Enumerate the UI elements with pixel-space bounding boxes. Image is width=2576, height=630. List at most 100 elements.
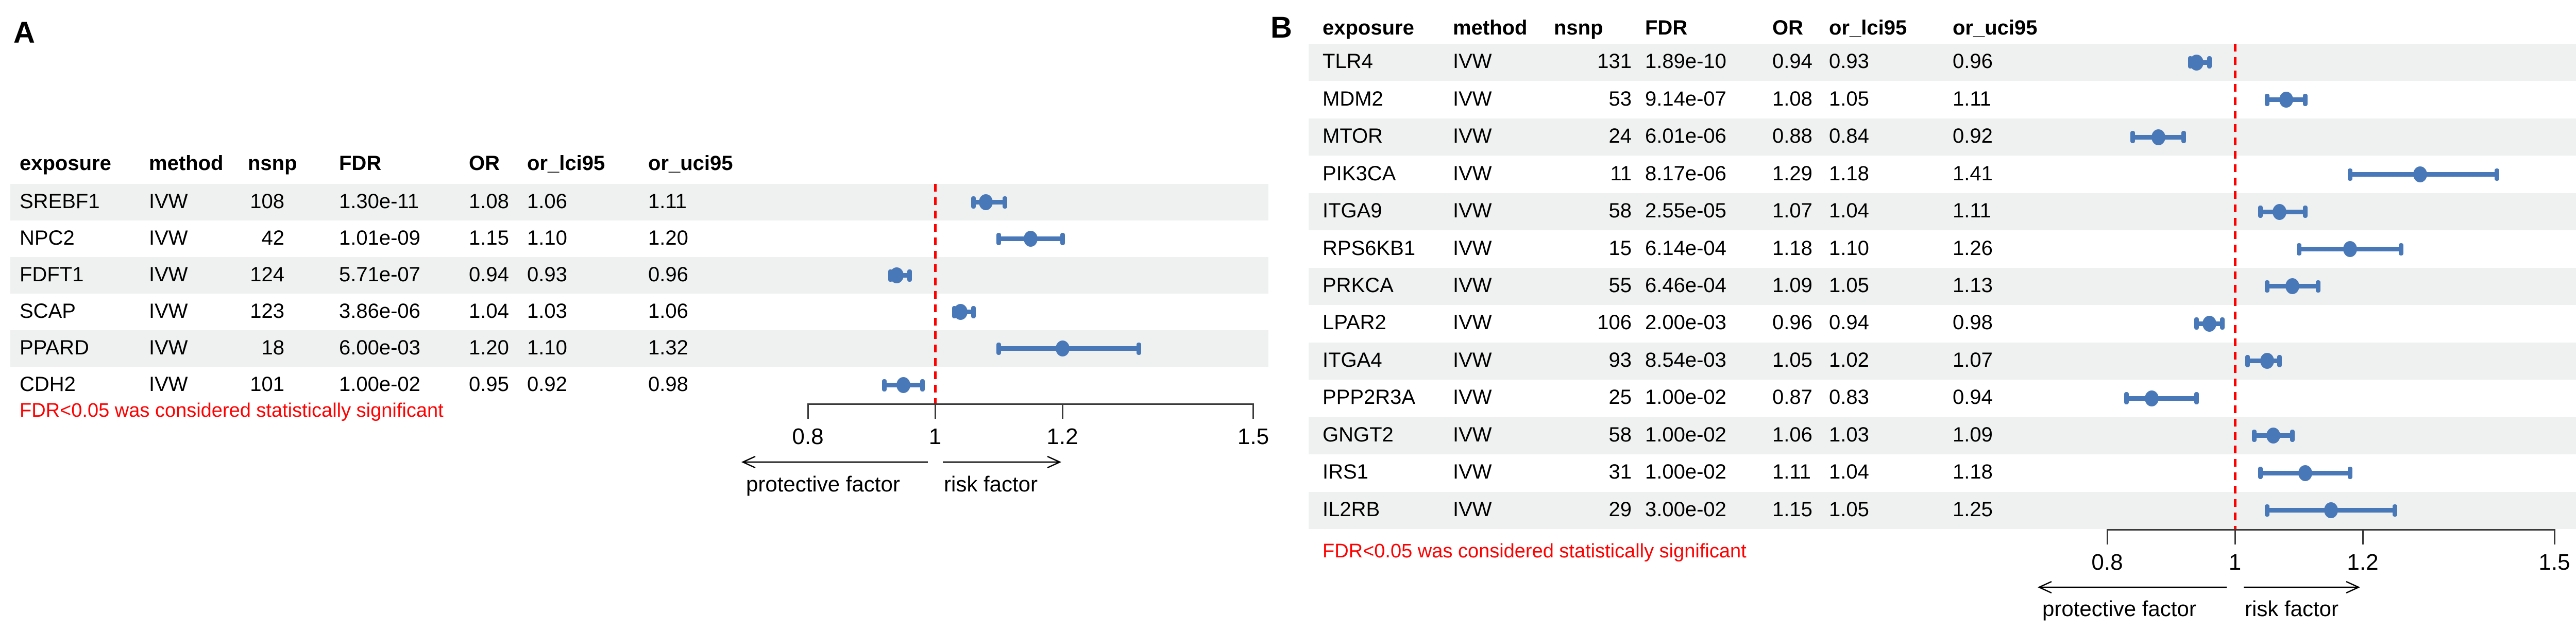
cell-nsnp: 106 (1597, 311, 1632, 334)
cell-exposure: PPARD (20, 336, 89, 359)
cell-or: 1.29 (1772, 162, 1812, 185)
cell-or-lci95: 1.18 (1829, 162, 1869, 185)
or-point (2285, 278, 2300, 295)
protective-factor-arrow (741, 455, 928, 469)
cell-exposure: FDFT1 (20, 263, 84, 286)
cell-exposure: PIK3CA (1323, 162, 1396, 185)
or-point (2202, 315, 2216, 332)
or-point (979, 194, 993, 210)
cell-fdr: 2.00e-03 (1645, 311, 1726, 334)
cell-method: IVW (1453, 348, 1492, 371)
cell-method: IVW (1453, 162, 1492, 185)
cell-method: IVW (149, 190, 188, 213)
cell-method: IVW (1453, 199, 1492, 223)
cell-fdr: 2.55e-05 (1645, 199, 1726, 223)
cell-fdr: 1.00e-02 (1645, 423, 1726, 446)
cell-or-uci95: 0.96 (1953, 50, 1993, 73)
cell-or: 1.11 (1772, 461, 1811, 484)
column-header-or_lci95: or_lci95 (1829, 16, 1907, 39)
table-row-band-b (1309, 417, 2576, 455)
cell-or-uci95: 1.07 (1953, 348, 1993, 371)
cell-or: 1.18 (1772, 236, 1812, 260)
or-point (2413, 166, 2428, 183)
cell-or: 1.07 (1772, 199, 1812, 223)
cell-nsnp: 25 (1608, 386, 1632, 409)
cell-or-uci95: 1.32 (648, 336, 688, 359)
cell-exposure: PRKCA (1323, 274, 1394, 297)
cell-or-lci95: 1.03 (1829, 423, 1869, 446)
cell-or-uci95: 1.13 (1953, 274, 1993, 297)
or-point (953, 304, 968, 320)
cell-or-lci95: 0.84 (1829, 125, 1869, 148)
x-axis-tick-label: 1 (2228, 550, 2242, 575)
cell-nsnp: 58 (1608, 423, 1632, 446)
cell-or-lci95: 1.05 (1829, 498, 1869, 521)
cell-method: IVW (1453, 386, 1492, 409)
column-header-or: OR (1772, 16, 1803, 39)
cell-or: 0.94 (469, 263, 509, 286)
cell-or: 1.20 (469, 336, 509, 359)
ci-cap-upper (920, 379, 925, 391)
ci-cap-lower (996, 342, 1001, 355)
or-point (1023, 231, 1038, 247)
column-header-or_uci95: or_uci95 (1953, 16, 2038, 39)
cell-exposure: IRS1 (1323, 461, 1368, 484)
cell-or-uci95: 1.20 (648, 226, 688, 249)
x-axis-tick (934, 403, 936, 419)
cell-exposure: PPP2R3A (1323, 386, 1416, 409)
table-row-band-b (1309, 193, 2576, 231)
x-axis-tick (1252, 403, 1254, 419)
cell-exposure: NPC2 (20, 226, 75, 249)
ci-cap-lower (2245, 354, 2250, 367)
or-point (2190, 54, 2204, 71)
protective-factor-label: protective factor (746, 472, 900, 496)
cell-or: 1.06 (1772, 423, 1812, 446)
cell-fdr: 3.86e-06 (339, 299, 420, 322)
cell-or-uci95: 1.26 (1953, 236, 1993, 260)
cell-or: 0.87 (1772, 386, 1812, 409)
x-axis-tick-label: 1.5 (1237, 424, 1269, 449)
cell-method: IVW (1453, 125, 1492, 148)
or-point (2279, 92, 2293, 108)
cell-nsnp: 31 (1608, 461, 1632, 484)
x-axis-tick-label: 0.8 (792, 424, 824, 449)
x-axis-tick (1061, 403, 1063, 419)
cell-nsnp: 11 (1610, 162, 1632, 185)
cell-or-uci95: 1.11 (1953, 87, 1991, 110)
ci-cap-upper (907, 269, 912, 282)
cell-exposure: MDM2 (1323, 87, 1383, 110)
x-axis-line (808, 403, 1253, 405)
cell-or-lci95: 1.10 (527, 226, 567, 249)
x-axis-tick-label: 1 (928, 424, 942, 449)
cell-fdr: 3.00e-02 (1645, 498, 1726, 521)
column-header-method: method (149, 152, 224, 175)
or-point (2343, 241, 2357, 258)
cell-fdr: 1.00e-02 (339, 372, 420, 396)
ci-cap-lower (2296, 243, 2301, 256)
ci-cap-lower (2251, 429, 2257, 442)
cell-or-lci95: 0.92 (527, 372, 567, 396)
or-point (896, 377, 910, 393)
cell-fdr: 9.14e-07 (1645, 87, 1726, 110)
cell-or-uci95: 1.11 (648, 190, 687, 213)
cell-nsnp: 124 (250, 263, 284, 286)
ci-cap-lower (971, 196, 976, 209)
x-axis-tick (807, 403, 809, 419)
x-axis-tick-label: 1.2 (2347, 550, 2379, 575)
cell-nsnp: 108 (250, 190, 284, 213)
cell-or: 1.08 (1772, 87, 1812, 110)
ci-cap-upper (2398, 243, 2403, 256)
column-header-exposure: exposure (1323, 16, 1414, 39)
cell-or-lci95: 1.10 (1829, 236, 1869, 260)
or-point (2145, 390, 2159, 406)
cell-or: 0.94 (1772, 50, 1812, 73)
x-axis-tick (2362, 529, 2364, 544)
cell-or-lci95: 1.05 (1829, 274, 1869, 297)
ci-cap-lower (2347, 168, 2352, 181)
protective-factor-arrow (2037, 581, 2227, 594)
cell-method: IVW (149, 226, 188, 249)
column-header-fdr: FDR (339, 152, 382, 175)
cell-method: IVW (149, 372, 188, 396)
or-point (2273, 203, 2287, 220)
cell-exposure: TLR4 (1323, 50, 1373, 73)
